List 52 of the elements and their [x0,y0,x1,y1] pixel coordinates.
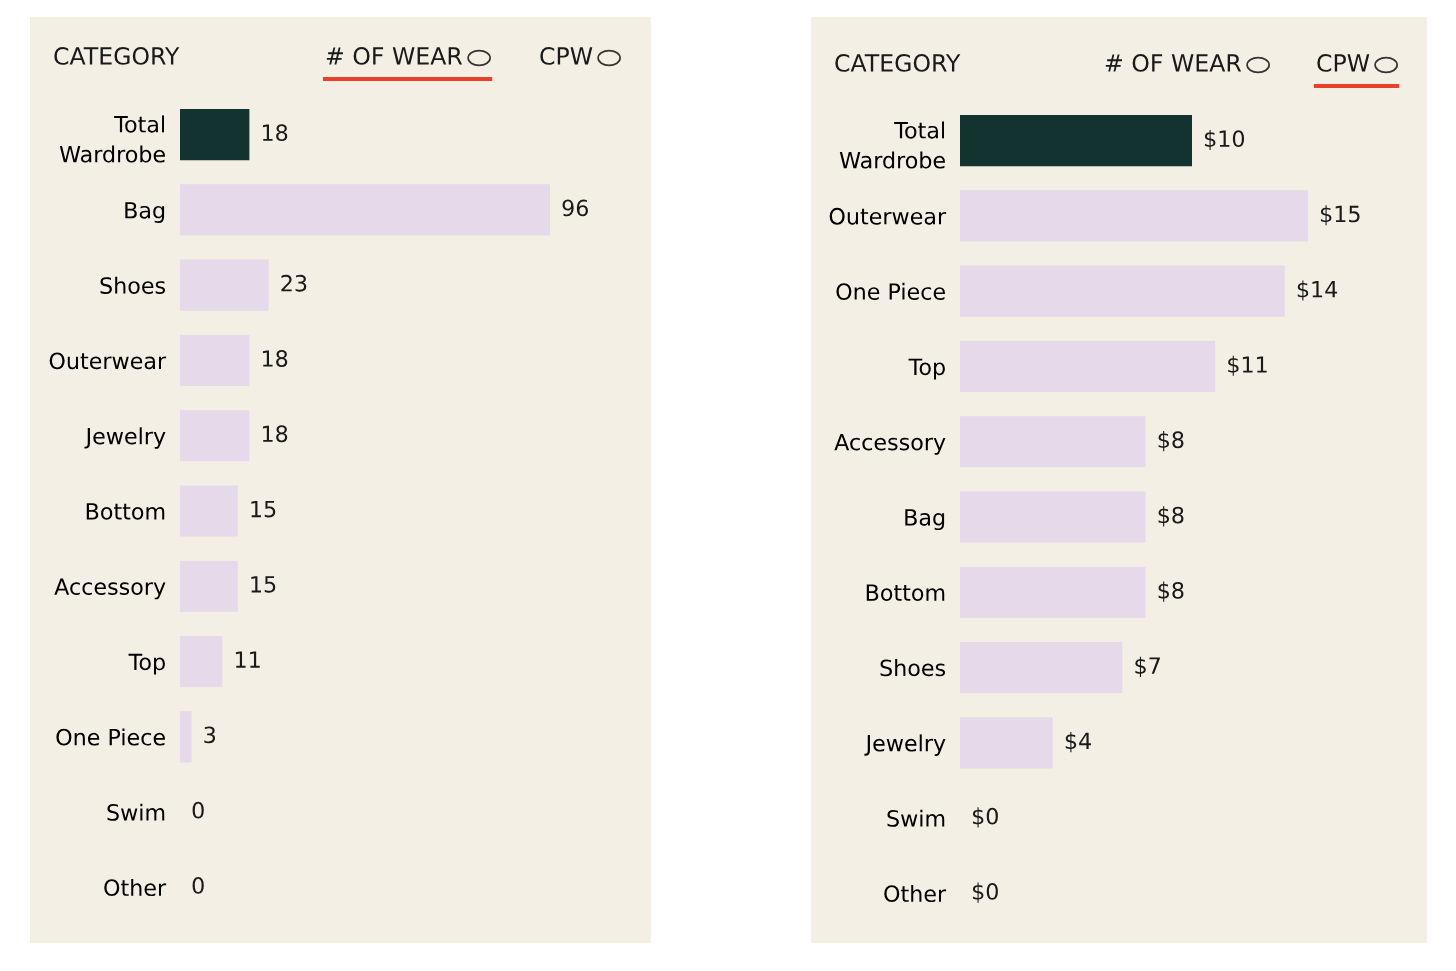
y-tick-label: Total Wardrobe [59,115,165,163]
data-label: 3 [204,726,216,744]
data-label: $15 [1320,205,1360,226]
text: CPW [540,46,593,65]
y-tick-label: Bottom [86,503,165,520]
text: CATEGORY [835,53,961,72]
y-tick-label: Swim [107,803,165,821]
data-label: 0 [192,801,204,819]
data-label: $10 [1204,129,1245,151]
data-label: 15 [251,500,276,518]
data-label: 96 [562,199,588,217]
y-tick-label: Top [128,653,165,675]
text: # OF WEAR [326,46,463,65]
data-label: $4 [1065,732,1091,753]
data-label: $8 [1158,581,1184,602]
y-tick-label: Top [908,358,945,380]
y-tick-label: Bag [125,202,165,223]
data-label: $8 [1158,506,1184,527]
y-tick-label: Other [884,884,947,903]
y-tick-label: Accessory [834,433,946,455]
y-tick-label: Total Wardrobe [839,121,945,169]
y-tick-label: Accessory [54,578,166,600]
data-label: 11 [235,651,260,668]
text: CPW [1317,53,1370,72]
data-label: 18 [262,124,288,142]
data-label: 23 [281,274,307,292]
y-tick-label: Jewelry [864,734,946,756]
y-tick-label: Other [104,878,167,897]
y-tick-label: Outerwear [49,352,167,370]
y-tick-label: Shoes [100,276,166,294]
bar [960,115,1192,167]
bar [180,109,250,161]
data-label: $7 [1135,656,1160,677]
data-label: $8 [1158,430,1184,452]
text: CATEGORY [54,46,180,65]
y-tick-label: Outerwear [829,207,947,225]
data-label: $0 [972,882,998,903]
text: # OF WEAR [1105,53,1242,72]
data-label: 18 [262,350,288,367]
data-label: 15 [251,576,276,593]
data-label: $11 [1228,355,1267,376]
data-label: $14 [1297,280,1338,301]
y-tick-label: Shoes [880,659,946,677]
y-tick-label: Bottom [866,584,945,602]
data-label: 18 [262,425,288,443]
data-label: $0 [972,807,998,828]
y-tick-label: One Piece [56,728,165,746]
y-tick-label: One Piece [836,282,945,300]
data-label: 0 [192,877,204,894]
y-tick-label: Bag [905,509,945,531]
y-tick-label: Swim [887,809,945,827]
y-tick-label: Jewelry [84,427,166,449]
